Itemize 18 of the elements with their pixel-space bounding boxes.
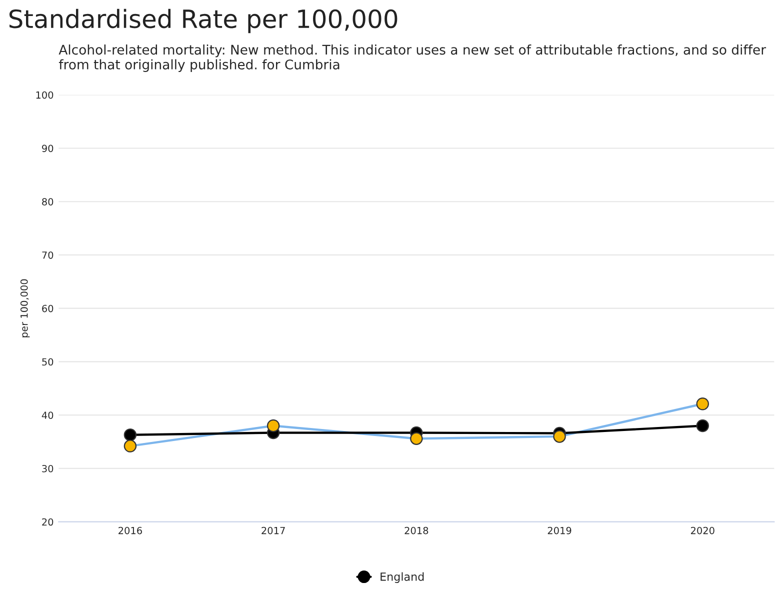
y-axis-title: per 100,000 [20, 279, 30, 338]
y-tick-label: 100 [36, 91, 54, 99]
x-tick-label: 2020 [690, 526, 714, 534]
y-tick-label: 40 [42, 412, 54, 419]
y-tick-label: 30 [42, 464, 54, 472]
chart-title: Standardised Rate per 100,000 [9, 8, 398, 34]
y-tick-label: 70 [42, 251, 54, 259]
y-tick-label: 80 [42, 198, 54, 206]
x-tick-label: 2017 [262, 526, 285, 534]
y-tick-label: 20 [42, 518, 54, 526]
x-tick-label: 2016 [118, 526, 142, 534]
y-tick-label: 50 [42, 358, 54, 366]
y-tick-label: 90 [42, 144, 54, 152]
legend-label: England [380, 572, 424, 583]
chart-subtitle: Alcohol-related mortality: New method. This indicator uses a new set of attributable fractions, and so differ from that originally published. for Cumbria [58, 44, 766, 72]
x-tick-label: 2018 [404, 526, 428, 534]
x-tick-label: 2019 [548, 526, 572, 534]
y-tick-label: 60 [42, 304, 54, 312]
